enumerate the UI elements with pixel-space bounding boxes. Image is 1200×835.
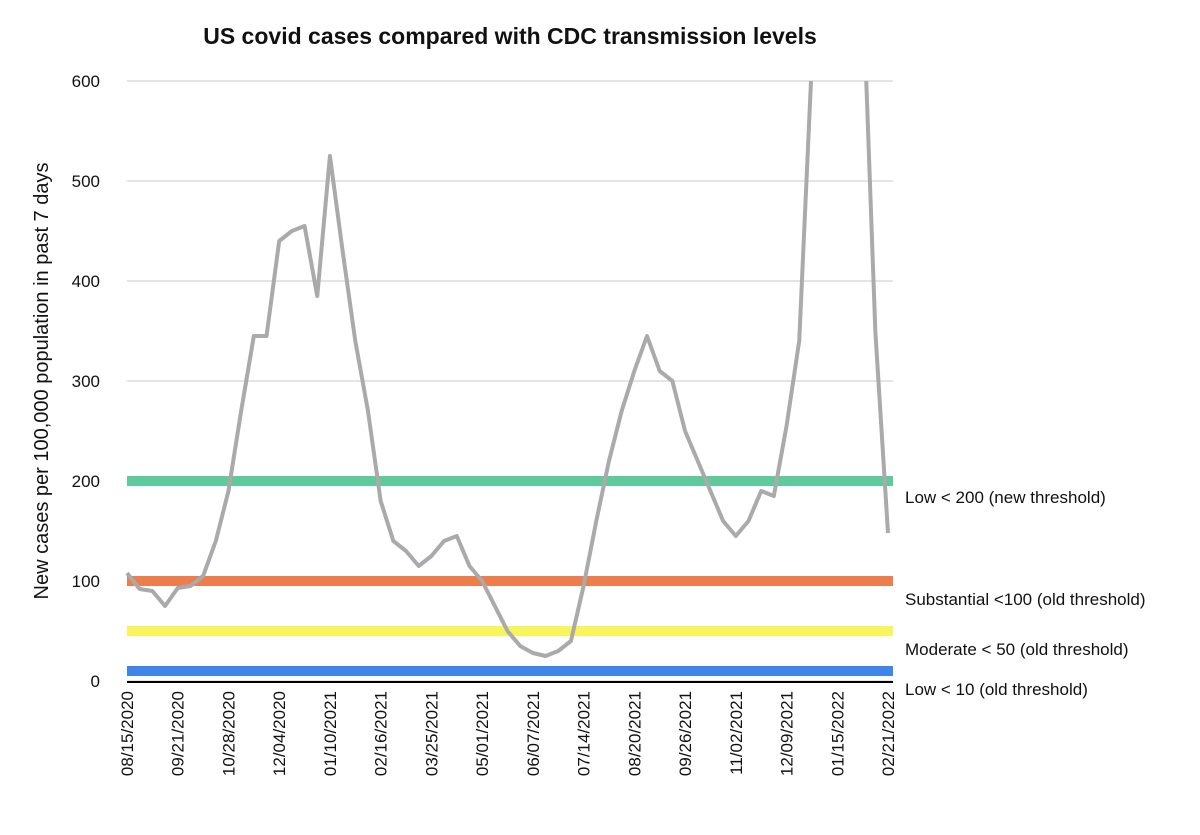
x-tick-label: 07/14/2021	[575, 691, 594, 776]
threshold-label: Low < 10 (old threshold)	[905, 680, 1088, 699]
y-tick-label: 300	[72, 372, 100, 391]
y-tick-label: 600	[72, 72, 100, 91]
x-tick-label: 10/28/2020	[219, 691, 238, 776]
x-tick-label: 03/25/2021	[422, 691, 441, 776]
x-tick-label: 11/02/2021	[727, 691, 746, 775]
x-tick-label: 06/07/2021	[524, 691, 543, 776]
x-tick-label: 12/09/2021	[778, 691, 797, 776]
x-tick-label: 02/21/2022	[879, 691, 898, 776]
x-tick-label: 08/15/2020	[118, 691, 137, 776]
x-tick-label: 09/26/2021	[676, 691, 695, 776]
threshold-label: Moderate < 50 (old threshold)	[905, 640, 1129, 659]
threshold-label: Low < 200 (new threshold)	[905, 488, 1106, 507]
x-tick-label: 09/21/2020	[169, 691, 188, 776]
line-series	[125, 81, 890, 658]
y-tick-label: 500	[72, 172, 100, 191]
y-tick-label: 200	[72, 472, 100, 491]
y-tick-label: 100	[72, 572, 100, 591]
y-tick-label: 0	[91, 672, 100, 691]
threshold-label: Substantial <100 (old threshold)	[905, 590, 1146, 609]
y-tick-label: 400	[72, 272, 100, 291]
x-tick-label: 08/20/2021	[625, 691, 644, 776]
plot-area	[125, 81, 890, 658]
x-tick-label: 01/10/2021	[321, 691, 340, 776]
x-tick-label: 02/16/2021	[372, 691, 391, 776]
chart-title: US covid cases compared with CDC transmi…	[203, 23, 817, 49]
y-axis-label: New cases per 100,000 population in past…	[31, 163, 53, 600]
x-tick-label: 01/15/2022	[828, 691, 847, 776]
x-tick-label: 05/01/2021	[473, 691, 492, 776]
x-tick-label: 12/04/2020	[270, 691, 289, 776]
